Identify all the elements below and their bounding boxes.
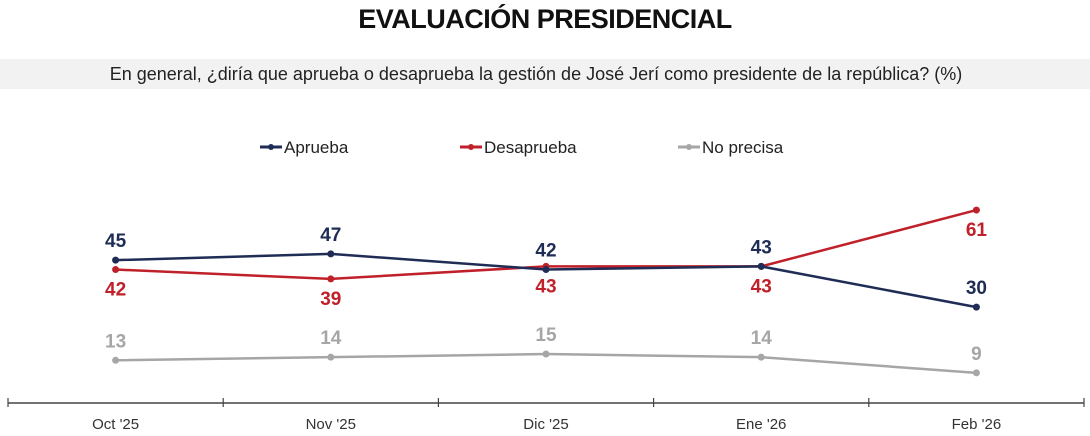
data-label: 13 <box>105 331 126 352</box>
data-point <box>327 353 335 361</box>
data-label: 42 <box>105 280 126 301</box>
data-point <box>972 206 980 214</box>
x-tick-label: Ene '26 <box>736 416 786 433</box>
data-point <box>542 266 550 274</box>
data-label: 47 <box>320 225 341 246</box>
legend-marker <box>268 144 274 150</box>
data-point <box>972 303 980 311</box>
legend-label: No precisa <box>702 138 784 157</box>
data-point <box>757 262 765 270</box>
data-label: 43 <box>535 276 556 297</box>
data-label: 30 <box>966 278 987 299</box>
x-tick-label: Oct '25 <box>92 416 139 433</box>
data-point <box>112 256 120 264</box>
legend-marker <box>468 144 474 150</box>
chart-subtitle: En general, ¿diría que aprueba o desapru… <box>109 64 963 84</box>
subtitle-band <box>0 59 1090 89</box>
data-point <box>327 250 335 258</box>
legend-label: Aprueba <box>284 138 349 157</box>
data-label: 43 <box>751 237 772 258</box>
data-point <box>327 275 335 283</box>
data-label: 61 <box>966 220 988 241</box>
data-point <box>757 353 765 361</box>
data-point <box>112 266 120 274</box>
data-label: 14 <box>751 328 773 349</box>
data-label: 39 <box>320 289 341 310</box>
data-point <box>112 356 120 364</box>
data-point <box>972 369 980 377</box>
data-point <box>542 350 550 358</box>
data-label: 42 <box>535 241 556 262</box>
data-label: 14 <box>320 328 342 349</box>
data-label: 15 <box>535 325 557 346</box>
legend-label: Desaprueba <box>484 138 577 157</box>
x-tick-label: Nov '25 <box>306 416 356 433</box>
x-tick-label: Dic '25 <box>523 416 568 433</box>
data-label: 45 <box>105 231 127 252</box>
x-tick-label: Feb '26 <box>952 416 1002 433</box>
data-label: 9 <box>971 344 982 365</box>
legend-marker <box>686 144 692 150</box>
chart-title: EVALUACIÓN PRESIDENCIAL <box>358 4 732 34</box>
data-label: 43 <box>751 276 772 297</box>
